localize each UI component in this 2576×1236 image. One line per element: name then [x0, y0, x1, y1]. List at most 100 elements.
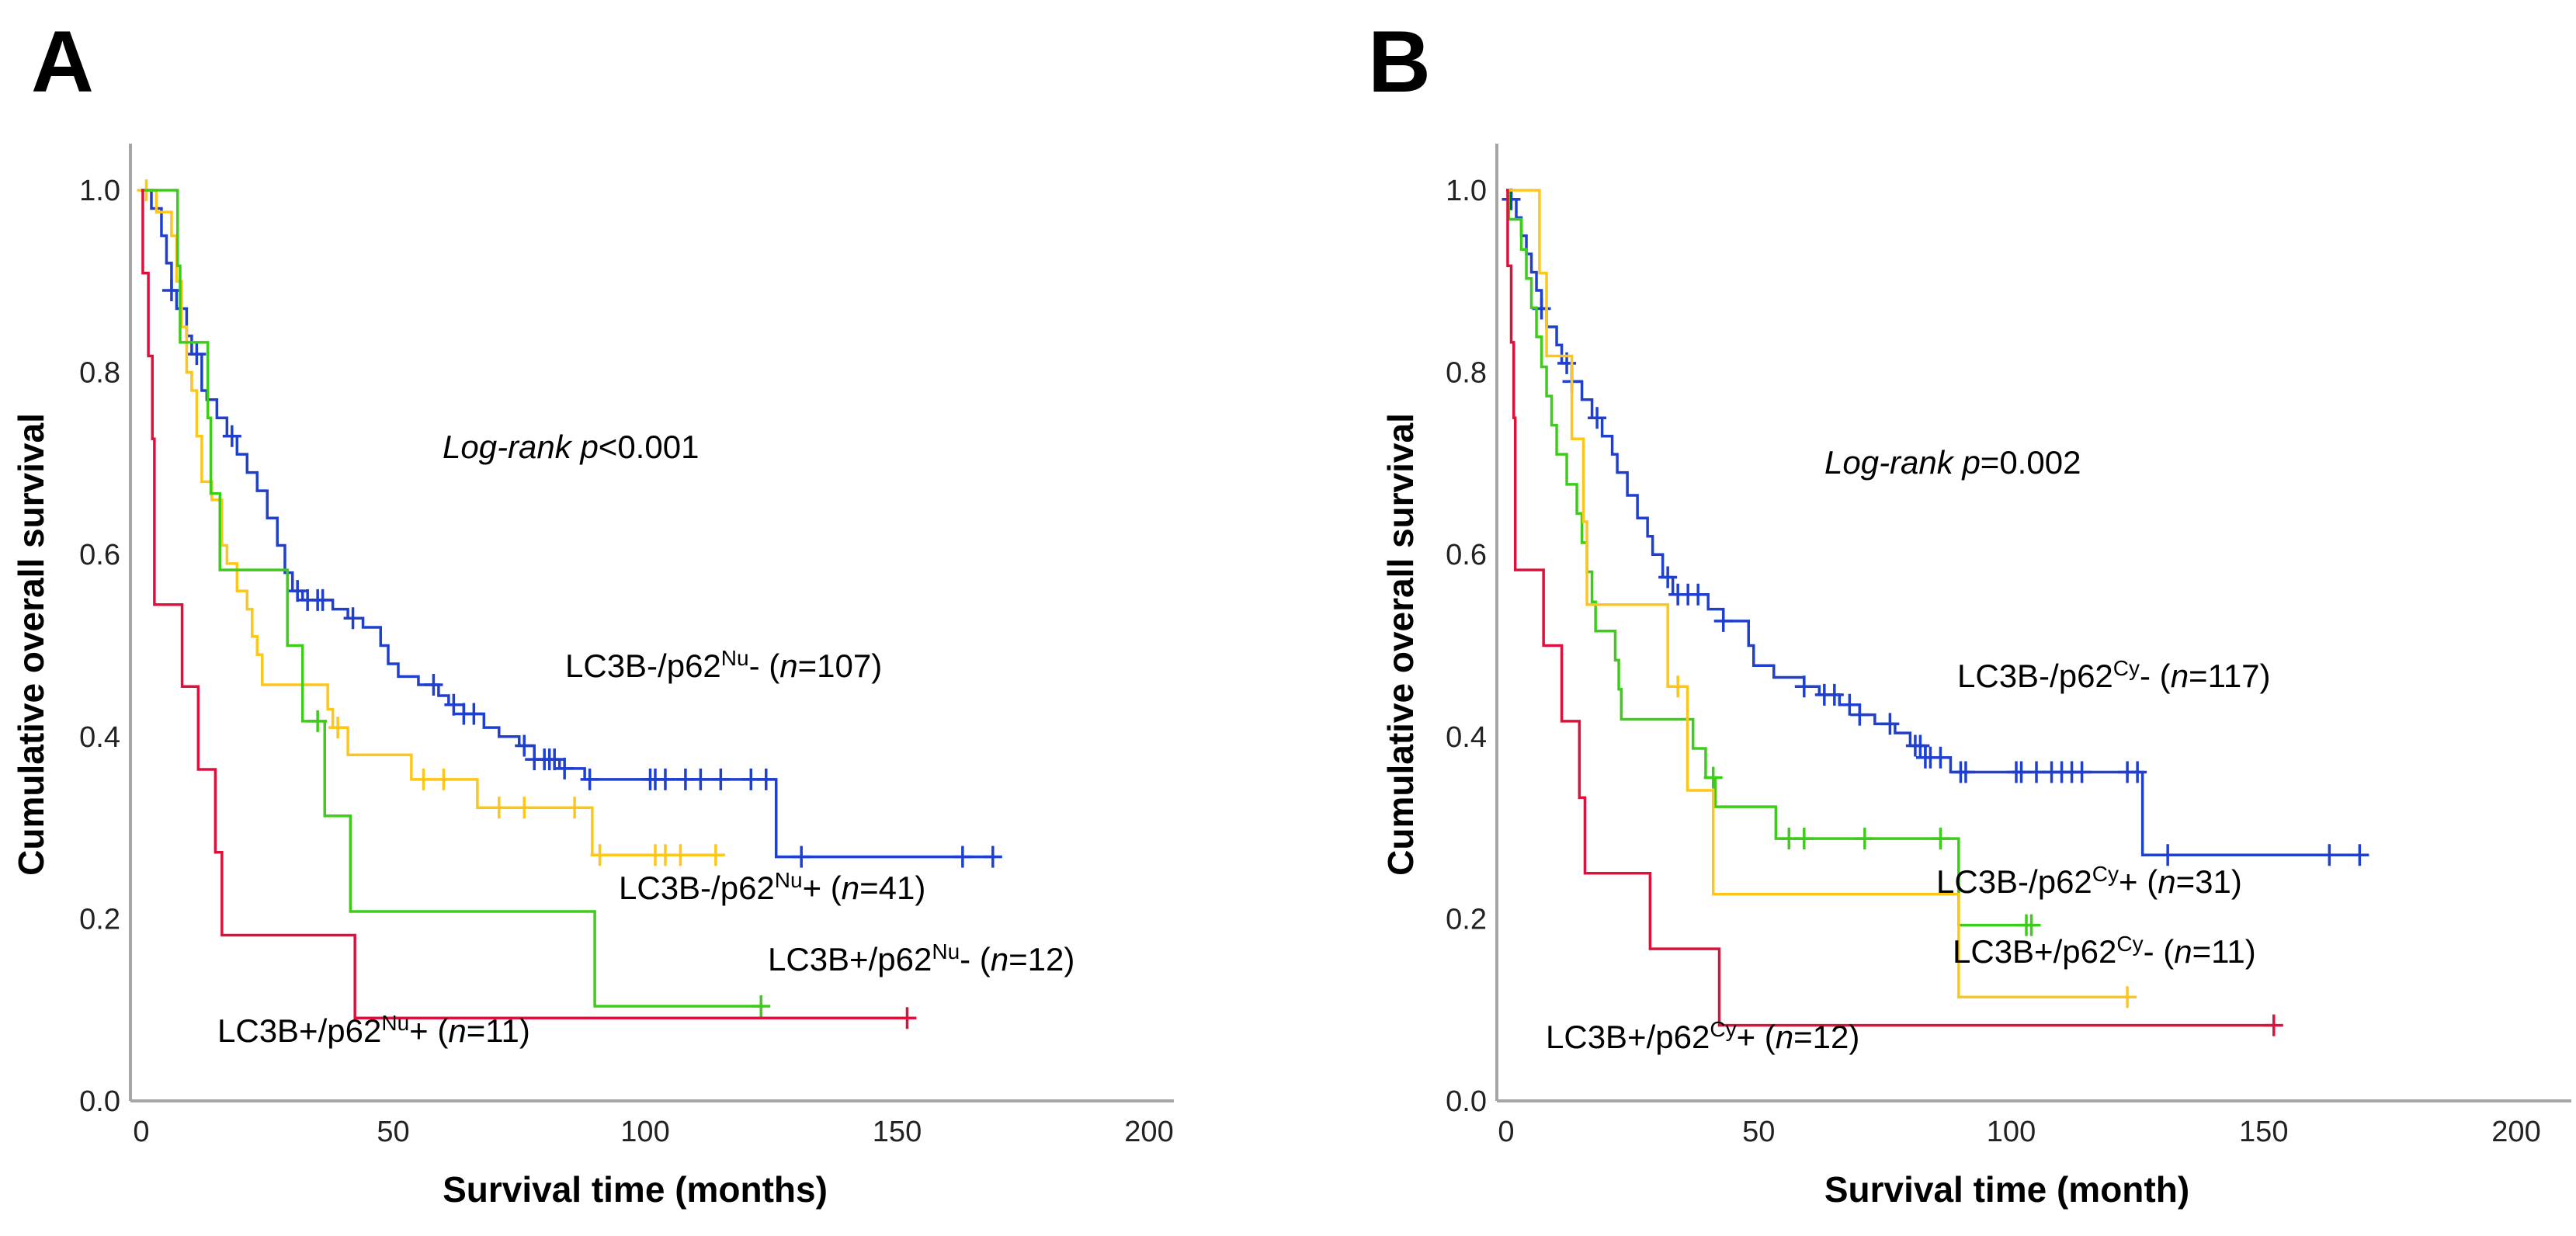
panel-letter: A	[31, 13, 94, 110]
censor-mark	[1855, 828, 1874, 850]
censor-mark	[953, 845, 972, 868]
panel-a: A Survival time (months) Cumulative over…	[11, 13, 1174, 1210]
p-symbol: p	[578, 429, 598, 465]
censor-mark	[545, 748, 564, 771]
censor-mark	[1931, 746, 1950, 769]
logrank-label: Log-rank	[443, 429, 580, 465]
survival-curve	[141, 189, 762, 1008]
survival-curve	[1506, 189, 2274, 1027]
censor-mark	[1850, 703, 1870, 726]
y-axis-title: Cumulative overall survival	[1380, 413, 1421, 876]
series-3	[141, 189, 917, 1029]
curve-label: LC3B-/p62Nu- (n=107)	[565, 646, 882, 685]
censor-mark	[1794, 675, 1814, 698]
label-n-value: =11)	[467, 1012, 530, 1049]
x-tick-label: 0	[1498, 1116, 1514, 1148]
censor-mark	[1824, 683, 1844, 706]
censor-mark	[1502, 188, 1521, 210]
survival-curve	[141, 189, 993, 859]
censor-mark	[1956, 761, 1975, 783]
curve-label: LC3B-/p62Cy+ (n=31)	[1936, 862, 2242, 901]
censor-mark	[2022, 914, 2041, 936]
series-1	[1506, 189, 2041, 936]
censor-mark	[1588, 407, 1607, 429]
label-n-symbol: n	[1776, 1019, 1793, 1055]
censor-mark	[187, 343, 207, 366]
label-n-value: =31)	[2176, 863, 2242, 900]
censor-mark	[580, 768, 599, 790]
series-0	[1502, 188, 2369, 866]
label-sign: - (	[960, 941, 991, 977]
label-sign: - (	[2144, 933, 2175, 970]
survival-curve	[1506, 189, 2032, 927]
censor-mark	[1931, 828, 1950, 850]
y-tick-label: 1.0	[79, 175, 120, 207]
censor-mark	[590, 844, 609, 866]
survival-curve	[141, 189, 908, 1020]
censor-mark	[1794, 828, 1814, 850]
censor-mark	[464, 703, 484, 725]
label-n-symbol: n	[991, 941, 1009, 977]
censor-mark	[444, 693, 463, 716]
label-sign: + (	[803, 870, 842, 906]
label-sign: + (	[2119, 863, 2158, 900]
censor-mark	[328, 717, 348, 739]
curve-label: LC3B-/p62Cy- (n=117)	[1957, 656, 2271, 695]
censor-mark	[1880, 713, 1900, 735]
label-base: LC3B+/p62	[217, 1012, 381, 1049]
x-tick-label: 50	[1742, 1116, 1775, 1148]
label-superscript: Cy	[2113, 656, 2140, 680]
label-superscript: Cy	[2092, 862, 2119, 886]
survival-curve	[1506, 189, 2360, 857]
y-tick-label: 0.0	[1446, 1085, 1487, 1118]
censor-mark	[414, 768, 433, 790]
label-n-symbol: n	[2158, 863, 2175, 900]
y-tick-label: 0.6	[79, 539, 120, 571]
y-tick-label: 0.2	[79, 903, 120, 936]
y-tick-label: 0.4	[1446, 721, 1487, 754]
x-tick-label: 150	[873, 1116, 922, 1148]
label-superscript: Nu	[932, 939, 960, 963]
censor-mark	[2158, 844, 2178, 866]
x-tick-label: 150	[2239, 1116, 2288, 1148]
censor-mark	[489, 797, 509, 819]
series-3	[1506, 189, 2283, 1036]
censor-mark	[711, 768, 731, 790]
label-sign: - (	[2140, 658, 2171, 694]
label-n-symbol: n	[842, 870, 859, 906]
censor-mark	[424, 673, 443, 696]
x-axis-title: Survival time (months)	[443, 1169, 828, 1210]
label-n-value: =117)	[2189, 658, 2270, 694]
censor-mark	[2320, 844, 2339, 866]
y-tick-label: 0.2	[1446, 903, 1487, 936]
label-superscript: Nu	[381, 1011, 409, 1035]
label-superscript: Cy	[1710, 1017, 1736, 1041]
censor-mark	[2264, 1014, 2283, 1036]
label-n-value: =41)	[859, 870, 925, 906]
label-n-symbol: n	[2174, 933, 2192, 970]
x-tick-label: 100	[620, 1116, 669, 1148]
y-tick-label: 0.4	[79, 721, 120, 754]
logrank-annotation: Log-rank p=0.002	[1824, 444, 2081, 481]
y-tick-label: 0.6	[1446, 539, 1487, 571]
censor-mark	[2350, 844, 2369, 866]
survival-curve	[141, 189, 716, 857]
censor-mark	[655, 768, 675, 790]
censor-mark	[1658, 566, 1678, 588]
series-2	[1506, 189, 2137, 1009]
series-1	[137, 179, 725, 866]
censor-mark	[565, 797, 585, 819]
label-base: LC3B+/p62	[1546, 1019, 1710, 1055]
curve-label: LC3B+/p62Cy+ (n=12)	[1546, 1017, 1859, 1056]
survival-curve	[1506, 189, 2128, 999]
label-base: LC3B-/p62	[565, 648, 721, 684]
censor-mark	[1703, 766, 1723, 789]
label-n-value: =12)	[1009, 941, 1074, 977]
censor-mark	[2118, 986, 2137, 1009]
censor-mark	[434, 768, 453, 790]
curve-label: LC3B+/p62Nu+ (n=11)	[217, 1011, 530, 1050]
censor-mark	[222, 425, 241, 447]
y-tick-label: 0.8	[1446, 357, 1487, 390]
censor-mark	[691, 768, 710, 790]
